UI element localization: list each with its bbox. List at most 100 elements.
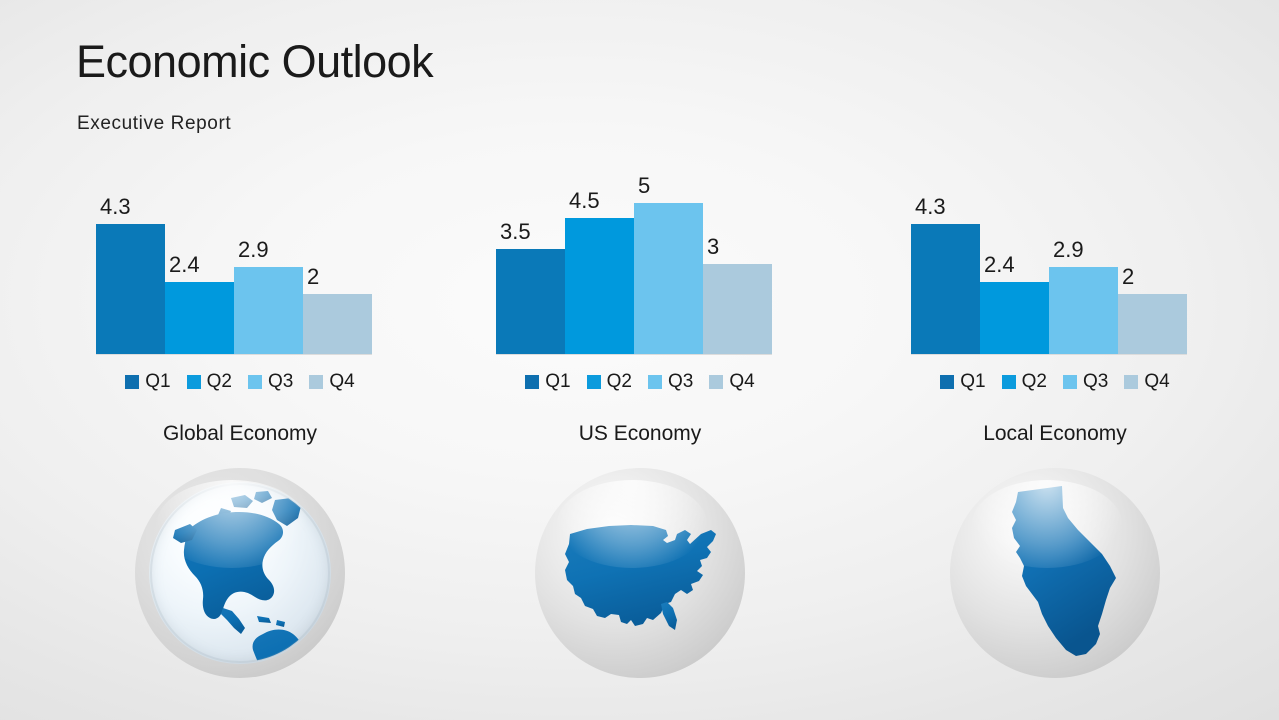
legend-label-q2: Q2 [606, 371, 632, 392]
bar-item[interactable]: 2.9 [234, 150, 303, 355]
bar-item[interactable]: 2.4 [980, 150, 1049, 355]
bar-item[interactable]: 4.5 [565, 150, 634, 355]
legend-item-q4[interactable]: Q4 [709, 371, 755, 392]
bar-value-label: 2.9 [1053, 237, 1084, 262]
legend-label-q1: Q1 [960, 371, 986, 392]
legend-item-q1[interactable]: Q1 [940, 371, 986, 392]
chart-plot-area: 4.3 2.4 2.9 2 [911, 150, 1187, 355]
bar-rect[interactable] [980, 282, 1049, 355]
bar-value-label: 3 [707, 234, 720, 259]
bar-item[interactable]: 2.4 [165, 150, 234, 355]
panel-global-economy: 4.3 2.4 2.9 2 [70, 150, 410, 690]
bar-chart-us-economy: 3.5 4.5 5 3 [470, 150, 810, 391]
page-title: Economic Outlook [76, 36, 434, 87]
bar-value-label: 3.5 [500, 219, 531, 244]
icon-california-map[interactable] [950, 468, 1160, 678]
bar-item[interactable]: 5 [634, 150, 703, 355]
california-map-icon [1012, 486, 1116, 656]
legend-item-q3[interactable]: Q3 [248, 372, 293, 391]
legend-item-q2[interactable]: Q2 [586, 371, 632, 392]
legend-label-q3: Q3 [268, 371, 294, 392]
legend-swatch-q3 [248, 374, 262, 389]
bar-value-label: 4.3 [100, 194, 131, 219]
legend-label-q4: Q4 [1144, 371, 1170, 392]
chart-legend: Q1 Q2 Q3 Q4 [470, 372, 810, 391]
bar-chart-local-economy: 4.3 2.4 2.9 2 [885, 150, 1225, 391]
bar-rect[interactable] [634, 203, 703, 355]
legend-swatch-q3 [648, 374, 662, 389]
panel-us-economy: 3.5 4.5 5 3 [470, 150, 810, 690]
chart-plot-area: 4.3 2.4 2.9 2 [96, 150, 372, 355]
icon-united-states-map[interactable] [535, 468, 745, 678]
legend-item-q2[interactable]: Q2 [186, 371, 232, 392]
bar-rect[interactable] [234, 267, 303, 355]
panel-caption-global: Global Economy [162, 422, 318, 445]
bar-value-label: 4.3 [915, 194, 946, 219]
legend-item-q3[interactable]: Q3 [1063, 372, 1108, 391]
bar-group: 4.3 2.4 2.9 2 [96, 150, 372, 355]
bar-rect[interactable] [165, 282, 234, 355]
legend-label-q4: Q4 [729, 371, 755, 392]
chart-baseline [911, 354, 1187, 355]
legend-item-q4[interactable]: Q4 [1124, 371, 1170, 392]
bar-rect[interactable] [911, 224, 980, 355]
bar-value-label: 2.4 [984, 252, 1015, 277]
panel-caption-us: US Economy [578, 422, 702, 445]
legend-label-q2: Q2 [206, 371, 232, 392]
chart-legend: Q1 Q2 Q3 Q4 [885, 372, 1225, 391]
bar-item[interactable]: 4.3 [96, 150, 165, 355]
legend-label-q3: Q3 [1083, 371, 1109, 392]
legend-label-q3: Q3 [668, 371, 694, 392]
bar-value-label: 4.5 [569, 188, 600, 213]
legend-swatch-q1 [125, 374, 140, 389]
legend-item-q1[interactable]: Q1 [125, 371, 171, 392]
bar-item[interactable]: 3 [703, 150, 772, 355]
legend-swatch-q1 [940, 374, 955, 389]
bar-rect[interactable] [303, 294, 372, 355]
legend-label-q1: Q1 [145, 371, 171, 392]
legend-label-q1: Q1 [545, 371, 571, 392]
icon-globe-americas[interactable] [135, 468, 345, 678]
legend-swatch-q2 [586, 374, 601, 389]
legend-swatch-q1 [525, 374, 540, 389]
bar-value-label: 2.9 [238, 237, 269, 262]
bar-chart-global-economy: 4.3 2.4 2.9 2 [70, 150, 410, 391]
legend-item-q4[interactable]: Q4 [309, 371, 355, 392]
bar-item[interactable]: 2.9 [1049, 150, 1118, 355]
bar-item[interactable]: 3.5 [496, 150, 565, 355]
bar-group: 4.3 2.4 2.9 2 [911, 150, 1187, 355]
chart-legend: Q1 Q2 Q3 Q4 [70, 372, 410, 391]
bar-group: 3.5 4.5 5 3 [496, 150, 772, 355]
bar-rect[interactable] [1049, 267, 1118, 355]
bar-value-label: 2 [307, 264, 320, 289]
legend-item-q3[interactable]: Q3 [648, 372, 693, 391]
legend-label-q2: Q2 [1021, 371, 1047, 392]
bar-rect[interactable] [1118, 294, 1187, 355]
chart-plot-area: 3.5 4.5 5 3 [496, 150, 772, 355]
legend-swatch-q4 [1124, 374, 1139, 389]
bar-item[interactable]: 2 [1118, 150, 1187, 355]
bar-rect[interactable] [703, 264, 772, 355]
united-states-map-icon [565, 525, 716, 630]
legend-item-q2[interactable]: Q2 [1001, 371, 1047, 392]
panel-local-economy: 4.3 2.4 2.9 2 [885, 150, 1225, 690]
legend-swatch-q2 [186, 374, 201, 389]
legend-swatch-q4 [709, 374, 724, 389]
bar-value-label: 2 [1122, 264, 1135, 289]
legend-swatch-q2 [1001, 374, 1016, 389]
legend-label-q4: Q4 [329, 371, 355, 392]
panel-caption-local: Local Economy [983, 422, 1127, 445]
bar-rect[interactable] [96, 224, 165, 355]
bar-rect[interactable] [496, 249, 565, 355]
globe-americas-icon [150, 483, 330, 663]
legend-item-q1[interactable]: Q1 [525, 371, 571, 392]
chart-baseline [496, 354, 772, 355]
chart-baseline [96, 354, 372, 355]
bar-rect[interactable] [565, 218, 634, 355]
legend-swatch-q4 [309, 374, 324, 389]
bar-item[interactable]: 4.3 [911, 150, 980, 355]
bar-item[interactable]: 2 [303, 150, 372, 355]
legend-swatch-q3 [1063, 374, 1077, 389]
bar-value-label: 2.4 [169, 252, 200, 277]
